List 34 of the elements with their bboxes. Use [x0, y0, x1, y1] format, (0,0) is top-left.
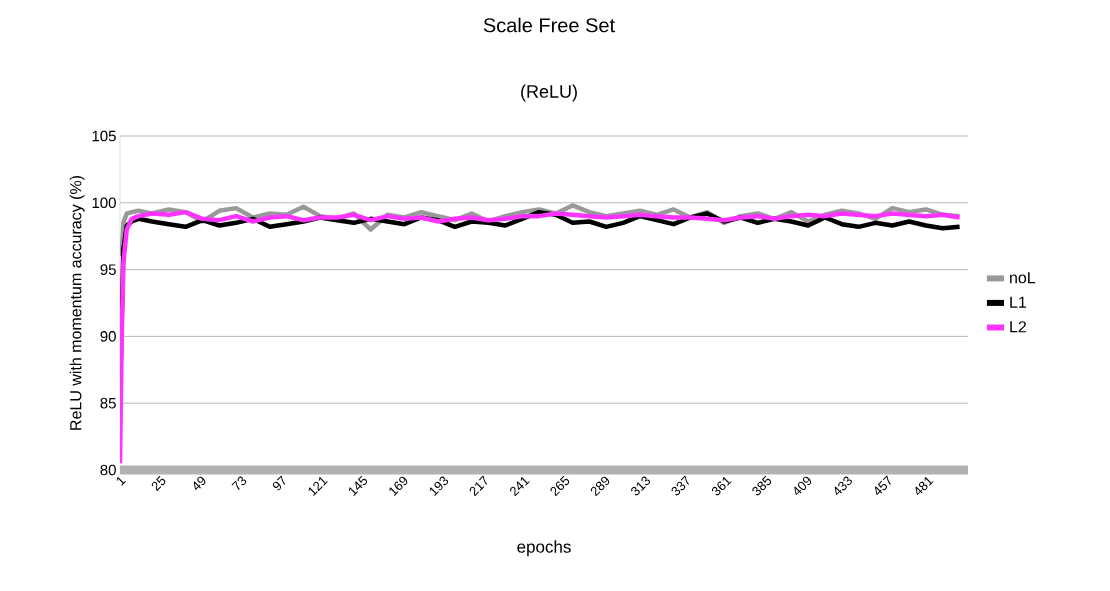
x-tick-label: 49 — [193, 476, 206, 490]
y-tick-label: 85 — [100, 397, 116, 409]
x-tick-label: 193 — [429, 476, 449, 497]
x-tick-label: 385 — [752, 475, 772, 496]
x-tick-label: 289 — [590, 476, 610, 497]
x-tick-label: 457 — [875, 475, 891, 496]
y-tick-label: 80 — [100, 464, 116, 476]
x-tick-label: 241 — [510, 477, 530, 497]
x-tick-label: 409 — [794, 476, 812, 496]
x-tick-label: 121 — [308, 477, 328, 497]
x-tick-label: 313 — [631, 476, 651, 496]
x-tick-label: 73 — [231, 476, 247, 490]
legend-label: L2 — [1010, 321, 1026, 333]
x-tick-label: 25 — [151, 475, 166, 492]
x-tick-label: 97 — [272, 475, 286, 491]
y-tick-label: 90 — [100, 331, 116, 342]
x-tick-label: 145 — [348, 475, 368, 496]
x-tick-label: 433 — [834, 476, 852, 496]
y-tick-label: 105 — [92, 130, 116, 142]
x-tick-label: 481 — [915, 477, 934, 496]
legend-label: noL — [1010, 272, 1036, 284]
x-tick-label: 217 — [469, 475, 488, 497]
chart-title: Scale Free Set — [483, 17, 615, 33]
y-tick-label: 95 — [100, 264, 116, 275]
x-tick-label: 337 — [671, 475, 690, 496]
x-tick-label: 361 — [711, 477, 732, 496]
x-tick-label: 1 — [116, 476, 126, 486]
x-tick-label: 169 — [389, 476, 408, 497]
x-axis-title: epochs — [517, 540, 571, 557]
x-tick-label: 265 — [550, 475, 570, 497]
y-tick-label: 100 — [92, 197, 116, 209]
chart-subtitle: (ReLU) — [521, 84, 577, 102]
y-axis-title: ReLU with momentum accuracy (%) — [69, 176, 85, 430]
legend-label: L1 — [1010, 296, 1026, 308]
